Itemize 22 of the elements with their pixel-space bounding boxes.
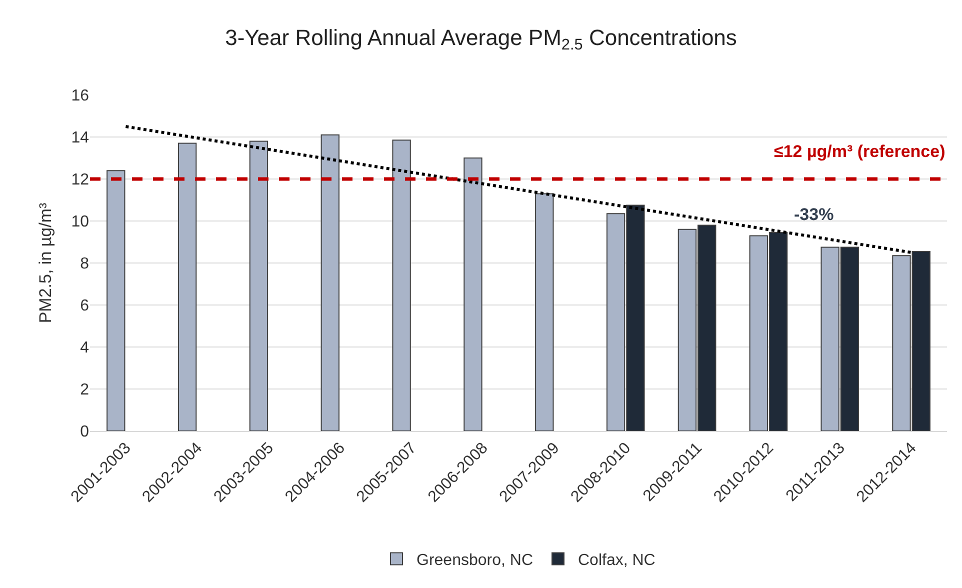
ref-line-label: ≤12 µg/m³ (reference) [774, 142, 946, 161]
legend-label: Colfax, NC [578, 552, 656, 570]
bar [535, 193, 554, 431]
annotation: -33% [794, 205, 834, 224]
bar [178, 142, 197, 431]
y-tick-label: 10 [71, 214, 90, 231]
y-tick-label: 6 [80, 298, 90, 315]
bar [464, 158, 482, 431]
y-tick-label: 12 [71, 172, 90, 189]
y-axis-title: PM2.5, in µg/m³ [36, 202, 55, 324]
bar [392, 140, 411, 431]
bar [320, 134, 340, 431]
bar [249, 140, 268, 431]
y-tick-label: 2 [80, 382, 90, 399]
bar [106, 170, 126, 431]
y-tick-label: 14 [71, 130, 90, 147]
y-tick-label: 8 [80, 256, 90, 273]
y-tick-label: 4 [80, 340, 90, 357]
y-tick-label: 0 [80, 424, 90, 441]
legend-label: Greensboro, NC [416, 552, 533, 570]
chart-title: 3-Year Rolling Annual Average PM$_{2.5}$ Concentrations [225, 24, 737, 54]
y-tick-label: 16 [71, 88, 90, 105]
